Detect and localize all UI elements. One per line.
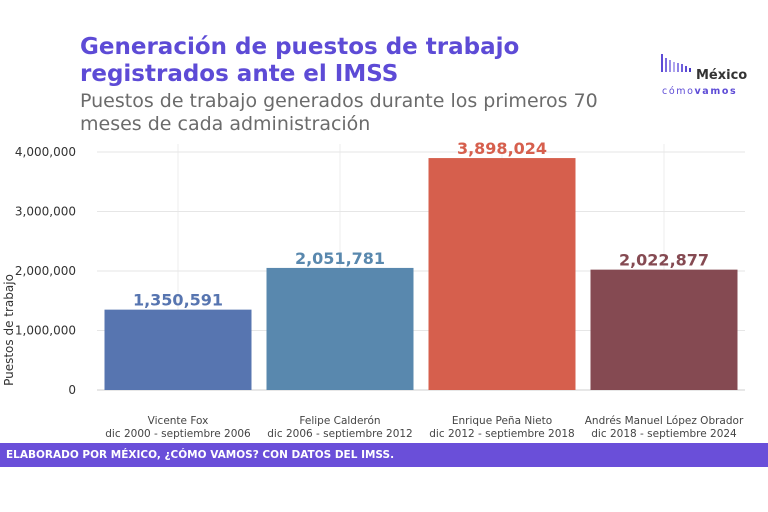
y-tick-label: 2,000,000 [15,264,76,278]
logo-tagline: cómovamos [662,86,737,97]
footer-bar: ELABORADO POR MÉXICO, ¿CÓMO VAMOS? CON D… [0,443,768,467]
bar-value-label: 2,022,877 [619,251,709,270]
chart-title: Generación de puestos de trabajo registr… [80,34,520,87]
y-tick-label: 1,000,000 [15,324,76,338]
y-tick-label: 3,000,000 [15,205,76,219]
x-tick-label-name: Enrique Peña Nieto [452,415,552,427]
bar-value-label: 3,898,024 [457,139,547,158]
bars [104,158,738,390]
x-tick-label-period: dic 2012 - septiembre 2018 [429,428,574,440]
mexico-como-vamos-logo: México cómovamos [660,54,760,102]
y-tick-label: 4,000,000 [15,145,76,159]
x-tick-label-period: dic 2018 - septiembre 2024 [591,428,737,440]
bar [590,269,738,390]
logo-tagline-bold: vamos [694,86,738,97]
bar-value-label: 2,051,781 [295,249,385,268]
x-tick-label-name: Felipe Calderón [299,415,380,427]
footer-credit: ELABORADO POR MÉXICO, ¿CÓMO VAMOS? CON D… [6,449,395,461]
bar [266,267,414,390]
x-tick-label-name: Vicente Fox [148,415,209,427]
y-tick-label: 0 [68,383,76,397]
x-tick-label-period: dic 2006 - septiembre 2012 [267,428,412,440]
bar [104,309,252,390]
bar [428,158,576,390]
y-axis: 0 1,000,000 2,000,000 3,000,000 4,000,000 [15,145,76,397]
logo-name: México [696,68,748,83]
bar-chart: 0 1,000,000 2,000,000 3,000,000 4,000,000 1,… [2,139,745,440]
x-tick-label-period: dic 2000 - septiembre 2006 [105,428,251,440]
value-labels: 1,350,591 2,051,781 3,898,024 2,022,877 [133,139,709,310]
chart-subtitle: Puestos de trabajo generados durante los… [80,90,598,135]
bars-logo-icon [661,54,691,72]
x-tick-label-name: Andrés Manuel López Obrador [585,415,744,427]
logo-tagline-light: cómo [662,86,695,97]
y-axis-label: Puestos de trabajo [2,274,16,386]
bar-value-label: 1,350,591 [133,291,223,310]
